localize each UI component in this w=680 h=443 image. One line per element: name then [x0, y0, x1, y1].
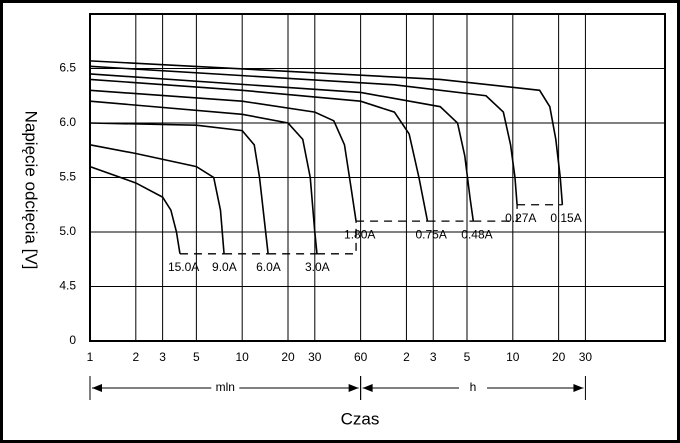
x-tick-label: 10 [506, 350, 520, 364]
curve-label: 0.15A [550, 211, 581, 225]
x-tick-label: 30 [308, 350, 322, 364]
y-tick-label: 0 [69, 333, 76, 347]
y-tick-label: 6.5 [59, 61, 76, 75]
x-tick-label: 2 [132, 350, 139, 364]
curve [89, 122, 269, 254]
y-tick-label: 5.5 [59, 170, 76, 184]
span-label: h [470, 380, 477, 394]
curve-label: 9.0A [212, 260, 237, 274]
curve [89, 165, 181, 254]
curve [89, 73, 475, 222]
x-tick-label: 20 [552, 350, 566, 364]
curve-label: 1.80A [344, 227, 375, 241]
y-tick-label: 5.0 [59, 224, 76, 238]
curve-label: 3.0A [305, 260, 330, 274]
curve [89, 100, 318, 254]
x-tick-label: 60 [354, 350, 368, 364]
x-tick-label: 5 [464, 350, 471, 364]
x-tick-label: 10 [236, 350, 250, 364]
arrow-head [348, 384, 359, 392]
y-axis-label: Napięcie odcięcia [V] [22, 111, 41, 270]
curve [89, 65, 518, 205]
x-axis-label: Czas [341, 409, 380, 428]
x-tick-label: 30 [579, 350, 593, 364]
curve-label: 0.27A [505, 211, 536, 225]
y-tick-label: 6.0 [59, 115, 76, 129]
span-label: mln [216, 380, 235, 394]
x-tick-label: 5 [193, 350, 200, 364]
curve [89, 60, 564, 205]
x-tick-label: 3 [430, 350, 437, 364]
x-tick-label: 1 [87, 350, 94, 364]
y-tick-label: 4.5 [59, 279, 76, 293]
curve [89, 78, 429, 222]
curve [89, 144, 225, 254]
x-tick-label: 3 [159, 350, 166, 364]
arrow-head [92, 384, 102, 392]
end-connector [473, 204, 518, 222]
curve-label: 0.75A [415, 227, 446, 241]
curve-label: 15.0A [168, 260, 199, 274]
arrow-head [362, 384, 373, 392]
x-tick-label: 20 [281, 350, 295, 364]
arrow-head [573, 384, 584, 392]
x-tick-label: 2 [403, 350, 410, 364]
curve-label: 0.48A [461, 227, 492, 241]
curve-label: 6.0A [256, 260, 281, 274]
curve [89, 89, 357, 222]
end-connector [316, 221, 357, 255]
